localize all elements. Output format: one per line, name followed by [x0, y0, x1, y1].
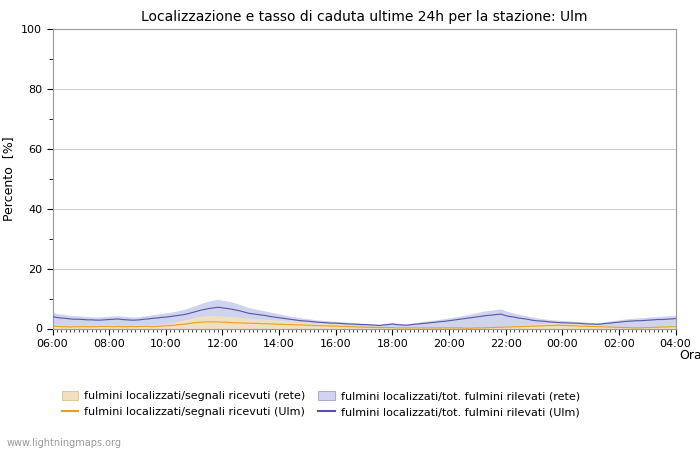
- Text: www.lightningmaps.org: www.lightningmaps.org: [7, 438, 122, 448]
- Title: Localizzazione e tasso di caduta ultime 24h per la stazione: Ulm: Localizzazione e tasso di caduta ultime …: [141, 10, 587, 24]
- Legend: fulmini localizzati/segnali ricevuti (rete), fulmini localizzati/segnali ricevut: fulmini localizzati/segnali ricevuti (re…: [62, 391, 580, 418]
- Text: Orario: Orario: [679, 349, 700, 362]
- Y-axis label: Percento  [%]: Percento [%]: [3, 136, 15, 221]
